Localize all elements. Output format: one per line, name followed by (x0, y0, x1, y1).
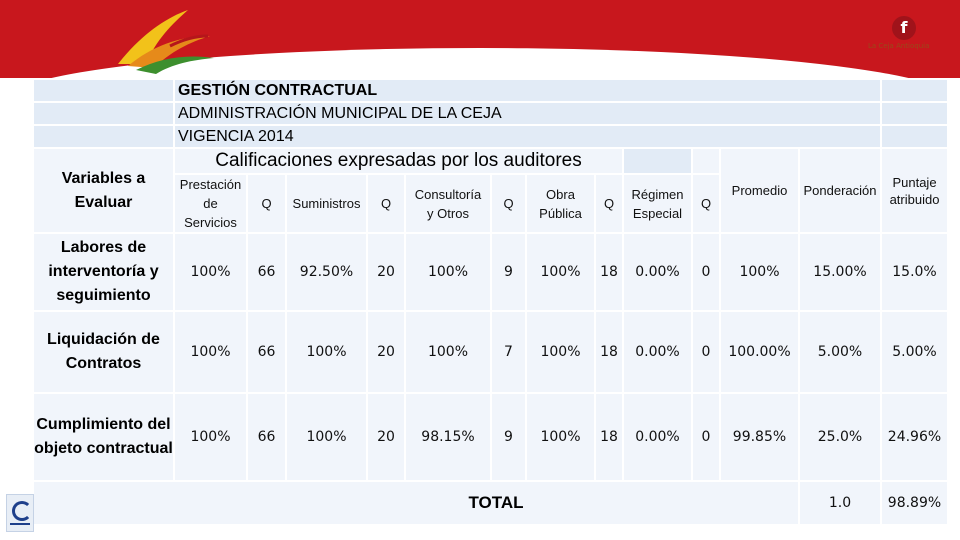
row-label: Liquidación de Contratos (34, 312, 173, 392)
cell-ponderacion: 15.00% (800, 234, 880, 310)
cell-q-1: 66 (248, 394, 285, 480)
col-puntaje: Puntaje atribuido (882, 149, 947, 232)
total-puntaje: 98.89% (882, 482, 947, 524)
municipal-logo (118, 10, 214, 74)
table-row: Labores de interventoría y seguimiento 1… (34, 234, 947, 310)
cell-promedio: 100.00% (721, 312, 798, 392)
col-variables: Variables a Evaluar (34, 149, 173, 232)
header-line-1: GESTIÓN CONTRACTUAL (175, 80, 880, 101)
cell-consultoria: 100% (406, 234, 490, 310)
cell-suministros: 92.50% (287, 234, 366, 310)
cell-q-1: 66 (248, 234, 285, 310)
cell-puntaje: 15.0% (882, 234, 947, 310)
col-q-2: Q (368, 175, 404, 232)
cell-q-5: 0 (693, 312, 719, 392)
cell-q-5: 0 (693, 234, 719, 310)
cell-q-2: 20 (368, 394, 404, 480)
row-label: Cumplimiento del objeto contractual (34, 394, 173, 480)
table-row: Liquidación de Contratos 100% 66 100% 20… (34, 312, 947, 392)
cell-prestacion: 100% (175, 312, 246, 392)
cell-prestacion: 100% (175, 234, 246, 310)
cell-obra: 100% (527, 234, 594, 310)
cell-suministros: 100% (287, 312, 366, 392)
cell-consultoria: 98.15% (406, 394, 490, 480)
cell-obra: 100% (527, 312, 594, 392)
cell-regimen: 0.00% (624, 234, 691, 310)
cell-consultoria: 100% (406, 312, 490, 392)
brand-tagline: La Ceja Antioquia (868, 42, 930, 50)
cell-q-3: 7 (492, 312, 525, 392)
cell-q-3: 9 (492, 394, 525, 480)
header-line-2: ADMINISTRACIÓN MUNICIPAL DE LA CEJA (175, 103, 880, 124)
ratings-subtitle: Calificaciones expresadas por los audito… (175, 149, 622, 173)
cell-q-4: 18 (596, 394, 622, 480)
col-consultoria: Consultoría y Otros (406, 175, 490, 232)
cell-regimen: 0.00% (624, 312, 691, 392)
col-promedio: Promedio (721, 149, 798, 232)
cell-q-2: 20 (368, 312, 404, 392)
cell-regimen: 0.00% (624, 394, 691, 480)
total-label: TOTAL (34, 482, 798, 524)
row-label: Labores de interventoría y seguimiento (34, 234, 173, 310)
header-line-3: VIGENCIA 2014 (175, 126, 880, 147)
col-ponderacion: Ponderación (800, 149, 880, 232)
col-q-5: Q (693, 175, 719, 232)
cell-q-4: 18 (596, 234, 622, 310)
col-regimen: Régimen Especial (624, 175, 691, 232)
total-row: TOTAL 1.0 98.89% (34, 482, 947, 524)
cell-obra: 100% (527, 394, 594, 480)
cell-puntaje: 24.96% (882, 394, 947, 480)
col-q-4: Q (596, 175, 622, 232)
certification-seal-icon (6, 494, 34, 532)
cell-q-3: 9 (492, 234, 525, 310)
cell-promedio: 99.85% (721, 394, 798, 480)
col-prestacion: Prestación de Servicios (175, 175, 246, 232)
cell-q-5: 0 (693, 394, 719, 480)
cell-q-4: 18 (596, 312, 622, 392)
col-suministros: Suministros (287, 175, 366, 232)
col-q-1: Q (248, 175, 285, 232)
evaluation-table: GESTIÓN CONTRACTUAL ADMINISTRACIÓN MUNIC… (32, 78, 949, 526)
cell-ponderacion: 25.0% (800, 394, 880, 480)
cell-ponderacion: 5.00% (800, 312, 880, 392)
table-row: Cumplimiento del objeto contractual 100%… (34, 394, 947, 480)
col-q-3: Q (492, 175, 525, 232)
cell-prestacion: 100% (175, 394, 246, 480)
cell-q-2: 20 (368, 234, 404, 310)
facebook-icon[interactable]: f (892, 16, 916, 40)
cell-q-1: 66 (248, 312, 285, 392)
cell-suministros: 100% (287, 394, 366, 480)
cell-promedio: 100% (721, 234, 798, 310)
col-obra: Obra Pública (527, 175, 594, 232)
total-ponderacion: 1.0 (800, 482, 880, 524)
cell-puntaje: 5.00% (882, 312, 947, 392)
